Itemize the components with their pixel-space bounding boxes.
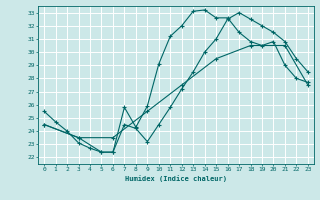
X-axis label: Humidex (Indice chaleur): Humidex (Indice chaleur) (125, 175, 227, 182)
